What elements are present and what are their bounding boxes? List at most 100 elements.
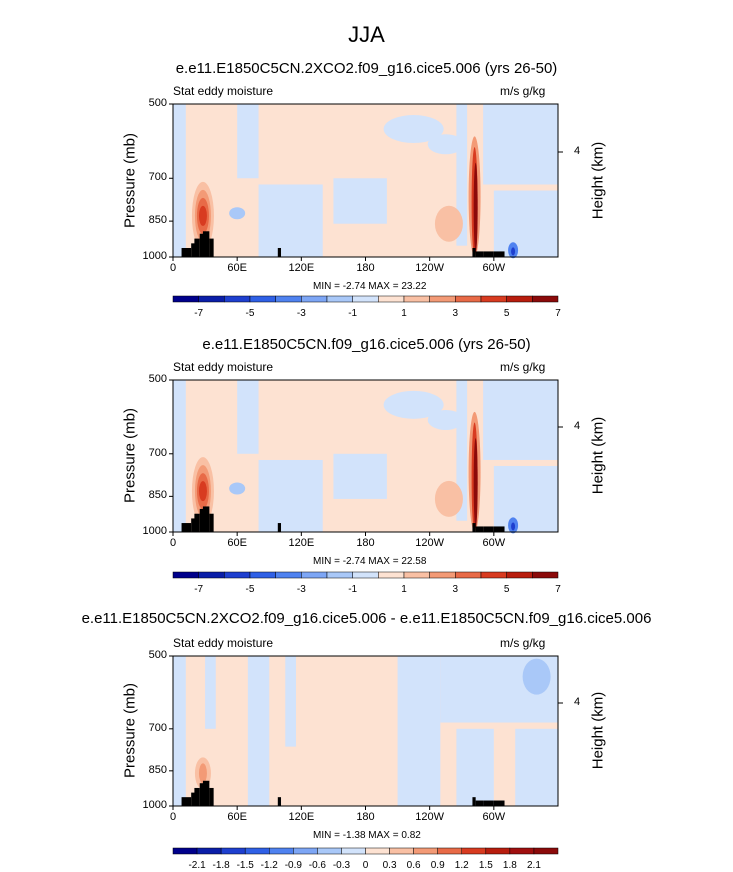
negative-region — [427, 409, 464, 430]
colorbar-label: -5 — [245, 308, 255, 319]
x-tick-label: 60W — [482, 537, 506, 549]
y-tick-label: 500 — [148, 649, 167, 661]
terrain-mask — [475, 526, 484, 532]
colorbar-swatch — [220, 847, 246, 855]
y-tick-label: 500 — [148, 97, 167, 109]
colorbar-swatch — [196, 847, 222, 855]
colorbar-label: -0.9 — [284, 860, 302, 871]
y-tick-label: 1000 — [142, 525, 167, 537]
colorbar-label: -3 — [296, 308, 306, 319]
terrain-mask — [202, 231, 210, 257]
colorbar-swatch — [509, 847, 535, 855]
colorbar-label: 5 — [503, 308, 510, 319]
terrain-mask — [181, 797, 192, 806]
negative-blob — [229, 207, 246, 220]
x-tick-label: 60W — [482, 262, 506, 274]
positive-maximum — [198, 481, 207, 502]
positive-plume — [473, 438, 478, 529]
colorbar-label: -1.2 — [260, 860, 278, 871]
negative-region — [397, 656, 441, 806]
colorbar-swatch — [461, 847, 487, 855]
units-label: m/s g/kg — [500, 636, 546, 650]
terrain-mask — [181, 247, 192, 257]
x-tick-label: 120E — [288, 262, 315, 274]
negative-region — [483, 380, 558, 460]
y-tick-label: 700 — [148, 721, 167, 734]
main-title: JJA — [348, 22, 385, 47]
terrain-mask — [472, 797, 476, 806]
negative-blob — [511, 522, 516, 531]
negative-region — [237, 380, 259, 454]
colorbar-label: 5 — [503, 584, 510, 595]
terrain-mask — [191, 518, 197, 532]
y-tick-label: 850 — [148, 763, 167, 776]
negative-region — [483, 104, 558, 185]
min-max-label: MIN = -2.74 MAX = 22.58 — [313, 556, 427, 567]
negative-region — [456, 104, 468, 246]
colorbar-label: 3 — [452, 308, 459, 319]
negative-region — [173, 104, 186, 257]
negative-region — [237, 104, 259, 179]
positive-maximum — [198, 205, 207, 226]
negative-region — [285, 656, 296, 747]
negative-region — [333, 178, 387, 224]
y-tick-label: 1000 — [142, 250, 167, 262]
terrain-mask — [194, 787, 200, 806]
negative-region — [258, 184, 323, 257]
colorbar-label: 1.8 — [502, 860, 517, 871]
height-tick-label: 4 — [574, 420, 581, 432]
terrain-mask — [483, 526, 494, 532]
colorbar-swatch — [532, 571, 559, 579]
negative-region — [173, 380, 186, 532]
colorbar-label: 0.6 — [406, 860, 421, 871]
height-tick-label: 4 — [574, 696, 581, 708]
colorbar-swatch — [365, 847, 390, 855]
negative-region — [515, 728, 558, 806]
terrain-mask — [209, 787, 214, 806]
x-tick-label: 120W — [415, 537, 445, 549]
variable-label: Stat eddy moisture — [173, 360, 274, 374]
colorbar-label: 1.5 — [478, 860, 493, 871]
terrain-mask — [277, 247, 282, 257]
x-tick-label: 180 — [356, 262, 375, 274]
units-label: m/s g/kg — [500, 84, 546, 98]
terrain-mask — [191, 792, 197, 806]
negative-blob — [522, 658, 551, 695]
colorbar-swatch — [317, 847, 342, 855]
colorbar-label: -1.5 — [236, 860, 254, 871]
negative-region — [333, 453, 387, 499]
x-tick-label: 180 — [356, 537, 375, 549]
negative-region — [205, 656, 216, 729]
colorbar-label: -1.8 — [212, 860, 230, 871]
panel-title: e.e11.E1850C5CN.f09_g16.cice5.006 (yrs 2… — [202, 336, 531, 353]
panel-title: e.e11.E1850C5CN.2XCO2.f09_g16.cice5.006 … — [81, 610, 652, 627]
terrain-mask — [191, 243, 197, 257]
y-tick-label: 700 — [148, 171, 167, 184]
colorbar-label: 1.2 — [454, 860, 469, 871]
colorbar-label: -5 — [245, 584, 255, 595]
terrain-mask — [202, 506, 210, 532]
terrain-mask — [483, 251, 494, 257]
x-tick-label: 60E — [227, 811, 247, 823]
y-tick-label: 700 — [148, 446, 167, 459]
min-max-label: MIN = -2.74 MAX = 23.22 — [313, 281, 427, 292]
colorbar-label: -7 — [194, 308, 204, 319]
colorbar-label: -2.1 — [188, 860, 206, 871]
variable-label: Stat eddy moisture — [173, 636, 274, 650]
x-tick-label: 60E — [227, 537, 247, 549]
colorbar-label: -0.3 — [332, 860, 351, 871]
colorbar-label: 7 — [555, 308, 561, 319]
terrain-mask — [202, 780, 210, 806]
colorbar-swatch — [341, 847, 366, 855]
colorbar-label: -7 — [194, 584, 204, 595]
min-max-label: MIN = -1.38 MAX = 0.82 — [313, 830, 421, 841]
colorbar-swatch — [269, 847, 294, 855]
negative-region — [173, 656, 186, 806]
colorbar-label: 2.1 — [526, 860, 541, 871]
x-tick-label: 120W — [415, 262, 445, 274]
x-tick-label: 180 — [356, 811, 375, 823]
colorbar-label: 1 — [401, 584, 407, 595]
